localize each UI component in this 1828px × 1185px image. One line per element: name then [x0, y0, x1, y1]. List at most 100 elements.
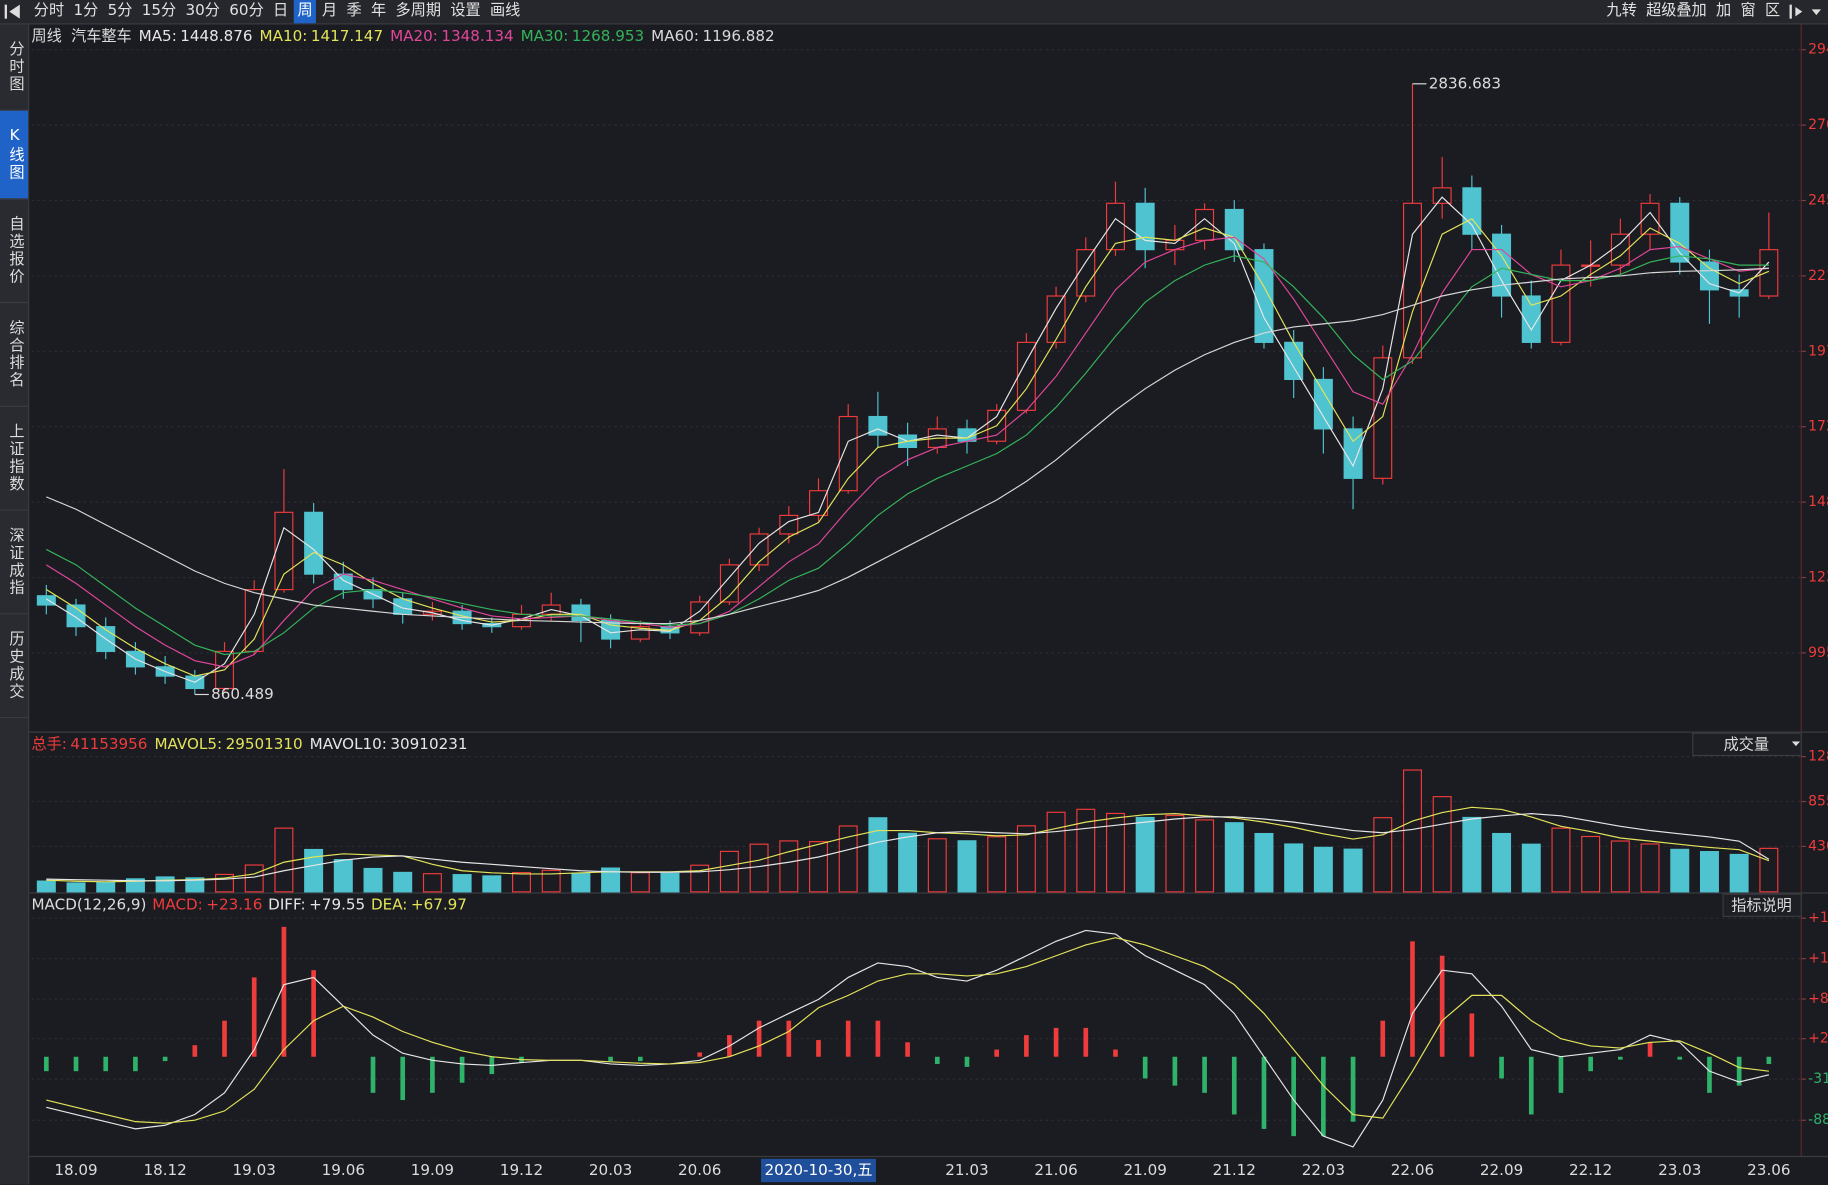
legend-value: 30910231 [390, 734, 467, 752]
candle-body [244, 588, 264, 652]
legend-name: MA60: [651, 27, 699, 45]
macd-bar [400, 1056, 406, 1101]
legend-value: 1268.953 [572, 27, 644, 45]
macd-bar [1291, 1056, 1297, 1137]
indicator-select[interactable] [1692, 732, 1802, 757]
period-tab[interactable]: 画线 [490, 2, 521, 20]
candle-body [749, 533, 769, 566]
period-tab[interactable]: 分时 [33, 2, 65, 20]
legend-value: +67.97 [411, 895, 467, 913]
period-tab[interactable]: 30分 [185, 2, 220, 20]
legend-name: MA5: [139, 27, 177, 45]
candle-body [1343, 428, 1363, 479]
volume-bar [1284, 843, 1304, 893]
macd-bar [1172, 1056, 1178, 1086]
volume-bar [1135, 816, 1155, 893]
legend-value: +79.55 [309, 895, 365, 913]
help-button[interactable] [1722, 893, 1802, 917]
period-tab[interactable]: 月 [322, 2, 338, 20]
volume-bar [304, 848, 324, 893]
x-tick-label: 21.12 [1213, 1161, 1256, 1179]
volume-bar [749, 843, 769, 893]
volume-bar [1581, 835, 1601, 893]
side-tab[interactable]: 历史成交 [0, 614, 28, 719]
macd-line [46, 929, 1770, 1148]
y-tick-label: 85500000 [1808, 794, 1828, 810]
macd-bar [1321, 1056, 1326, 1137]
side-tab[interactable]: 自选报价 [0, 199, 28, 304]
period-tab[interactable]: 60分 [229, 2, 264, 20]
side-tab[interactable]: 综合排名 [0, 303, 28, 407]
volume-bar [1046, 811, 1066, 893]
period-tab[interactable]: 年 [371, 2, 387, 20]
side-tab[interactable]: K线图 [0, 110, 28, 200]
side-tab[interactable]: 上证指数 [0, 407, 28, 511]
volume-header: 总手: 41153956 MAVOL5: 29501310 MAVOL10: 309102… [31, 734, 467, 752]
volume-bar [1462, 816, 1482, 893]
first-button[interactable] [3, 3, 22, 19]
tool-button[interactable]: 九转 [1606, 2, 1637, 20]
candle-body [1521, 295, 1541, 343]
x-tick-label: 18.12 [143, 1161, 186, 1179]
volume-bar [1402, 769, 1422, 893]
x-tick-label: 18.09 [54, 1161, 97, 1179]
candle-body [1462, 187, 1482, 235]
y-tick-label: 1239 [1808, 570, 1828, 586]
x-tick-label: 19.06 [322, 1161, 365, 1179]
tool-button[interactable]: 区 [1765, 2, 1781, 20]
volume-bar [779, 840, 799, 893]
x-tick-label: 20.03 [589, 1161, 632, 1179]
side-tab[interactable]: 深证成指 [0, 511, 28, 615]
volume-bar [868, 817, 888, 893]
legend-value: 1348.134 [441, 27, 513, 45]
volume-bar [1670, 848, 1690, 893]
candle-body [36, 595, 56, 606]
macd-bar [1618, 1056, 1623, 1060]
y-tick-label: -31 [1808, 1071, 1828, 1087]
volume-bar [66, 882, 86, 893]
macd-bar [905, 1042, 910, 1057]
tool-button[interactable]: 超级叠加 [1646, 2, 1707, 20]
x-tick-label: 19.03 [233, 1161, 276, 1179]
candle-body [333, 573, 353, 591]
volume-bar [1373, 817, 1393, 893]
period-tab[interactable]: 5分 [107, 2, 133, 20]
period-tabs: 分时 1分 5分 15分 30分 60分日周月季年多周期 设置 画线 [30, 0, 526, 24]
volume-bar [1729, 853, 1749, 893]
candle-body [1313, 378, 1333, 430]
window-buttons[interactable] [1788, 3, 1823, 19]
volume-bar [1076, 808, 1096, 893]
period-tab[interactable]: 季 [346, 2, 362, 20]
side-tab[interactable]: 分时图 [0, 24, 28, 111]
macd-bar [1558, 1056, 1564, 1093]
period-tab[interactable]: 多周期 [395, 2, 442, 20]
x-tick-label: 2020-10-30,五 [765, 1161, 873, 1179]
macd-bar [1647, 1042, 1653, 1057]
y-tick-label: 1727 [1808, 419, 1828, 435]
volume-bar [957, 840, 977, 893]
macd-bar [1231, 1056, 1237, 1115]
toolbar: 分时 1分 5分 15分 30分 60分日周月季年多周期 设置 画线 九转 超级叠加加窗区 [0, 0, 1828, 25]
volume-bar [393, 871, 413, 893]
macd-bar [1439, 955, 1445, 1057]
macd-bar [1677, 1056, 1683, 1060]
macd-bar [964, 1056, 970, 1067]
macd-bar [162, 1056, 168, 1062]
x-tick-label: 22.09 [1480, 1161, 1523, 1179]
macd-bar [73, 1056, 79, 1072]
candle-body [719, 564, 739, 603]
macd-bar [311, 970, 316, 1057]
period-tab[interactable]: 15分 [141, 2, 177, 20]
tool-button[interactable]: 窗 [1740, 2, 1756, 20]
sidebar: 分时图 K线图 自选报价 综合排名 上证指数 深证成指 历史成交 [0, 24, 30, 1185]
extreme-label: 2836.683 [1429, 74, 1501, 92]
tool-button[interactable]: 加 [1716, 2, 1732, 20]
period-tab[interactable]: 设置 [450, 2, 481, 20]
candle-body [1640, 202, 1660, 235]
volume-bar [333, 859, 353, 893]
period-tab[interactable]: 1分 [73, 2, 99, 20]
period-tab[interactable]: 日 [273, 2, 289, 20]
volume-bar [1699, 851, 1719, 893]
period-tab[interactable]: 周 [294, 0, 317, 24]
